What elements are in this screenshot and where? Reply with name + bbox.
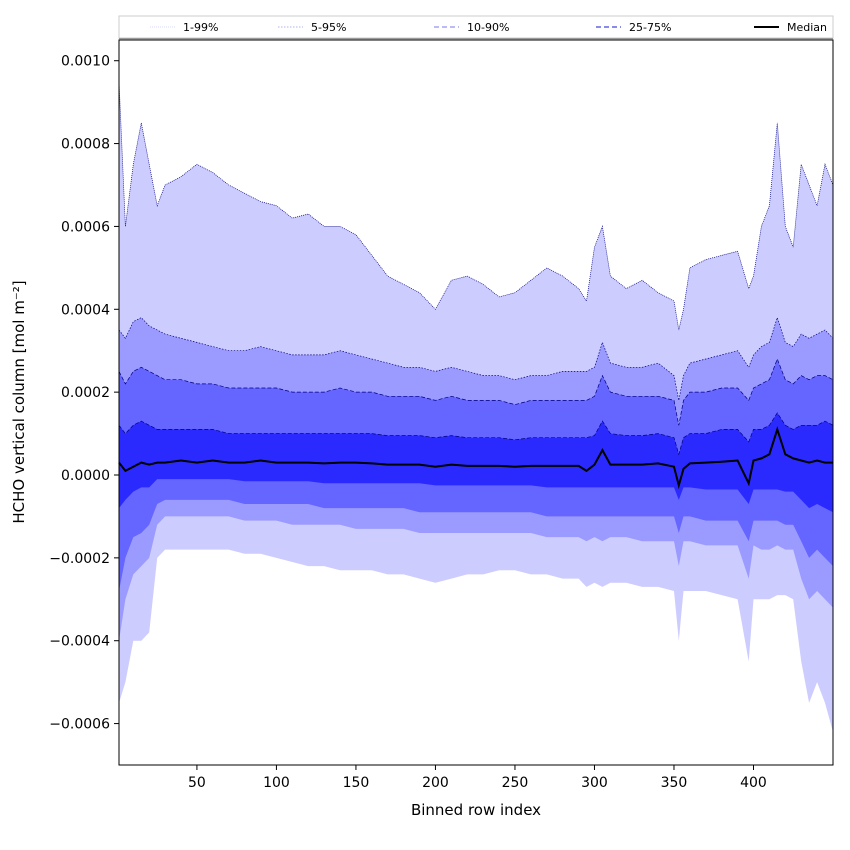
y-tick-label: 0.0006	[61, 219, 110, 235]
legend: 1-99% 5-95% 10-90% 25-75% Median	[118, 15, 834, 40]
band-1-99-upper-edge	[118, 81, 834, 331]
plot-area	[118, 81, 834, 732]
legend-item: 25-75%	[596, 21, 671, 34]
x-tick-label: 350	[661, 775, 688, 791]
x-tick-label: 300	[581, 775, 608, 791]
legend-label: 5-95%	[311, 21, 346, 34]
legend-item: 10-90%	[434, 21, 509, 34]
y-tick-label: −0.0006	[49, 717, 110, 733]
median-line	[118, 426, 833, 490]
y-tick-label: 0.0002	[61, 385, 110, 401]
legend-label: Median	[787, 21, 827, 34]
legend-items: 1-99% 5-95% 10-90% 25-75% Median	[150, 21, 827, 34]
x-axis-label: Binned row index	[411, 801, 541, 819]
legend-item: Median	[754, 21, 827, 34]
band-25-75-upper-edge	[118, 412, 834, 456]
legend-item: 5-95%	[278, 21, 346, 34]
x-tick-label: 100	[263, 775, 290, 791]
y-tick-label: 0.0010	[61, 54, 110, 70]
y-tick-label: 0.0008	[61, 137, 110, 153]
x-tick-label: 200	[422, 775, 449, 791]
legend-label: 1-99%	[183, 21, 218, 34]
x-tick-label: 50	[188, 775, 206, 791]
y-tick-label: −0.0004	[49, 634, 110, 650]
y-axis-ticks: −0.0006 −0.0004 −0.0002 0.0000 0.0002 0.0004 0…	[49, 54, 119, 733]
band-25-75-fill	[119, 412, 833, 513]
axes-frame	[118, 39, 834, 766]
legend-label: 25-75%	[629, 21, 671, 34]
x-tick-label: 150	[343, 775, 370, 791]
y-tick-label: −0.0002	[49, 551, 110, 567]
legend-frame	[118, 15, 834, 39]
band-10-90-upper-edge	[118, 358, 834, 426]
legend-item: 1-99%	[150, 21, 218, 34]
median-layer	[118, 426, 833, 490]
y-tick-label: 0.0000	[61, 468, 110, 484]
y-axis-label: HCHO vertical column [mol m⁻²]	[10, 280, 28, 523]
x-axis-ticks: 50 100 150 200 250 300 350 400	[188, 765, 767, 791]
x-tick-label: 250	[502, 775, 529, 791]
band-5-95-upper-edge	[118, 316, 834, 401]
x-tick-label: 400	[740, 775, 767, 791]
y-tick-label: 0.0004	[61, 302, 110, 318]
legend-label: 10-90%	[467, 21, 509, 34]
